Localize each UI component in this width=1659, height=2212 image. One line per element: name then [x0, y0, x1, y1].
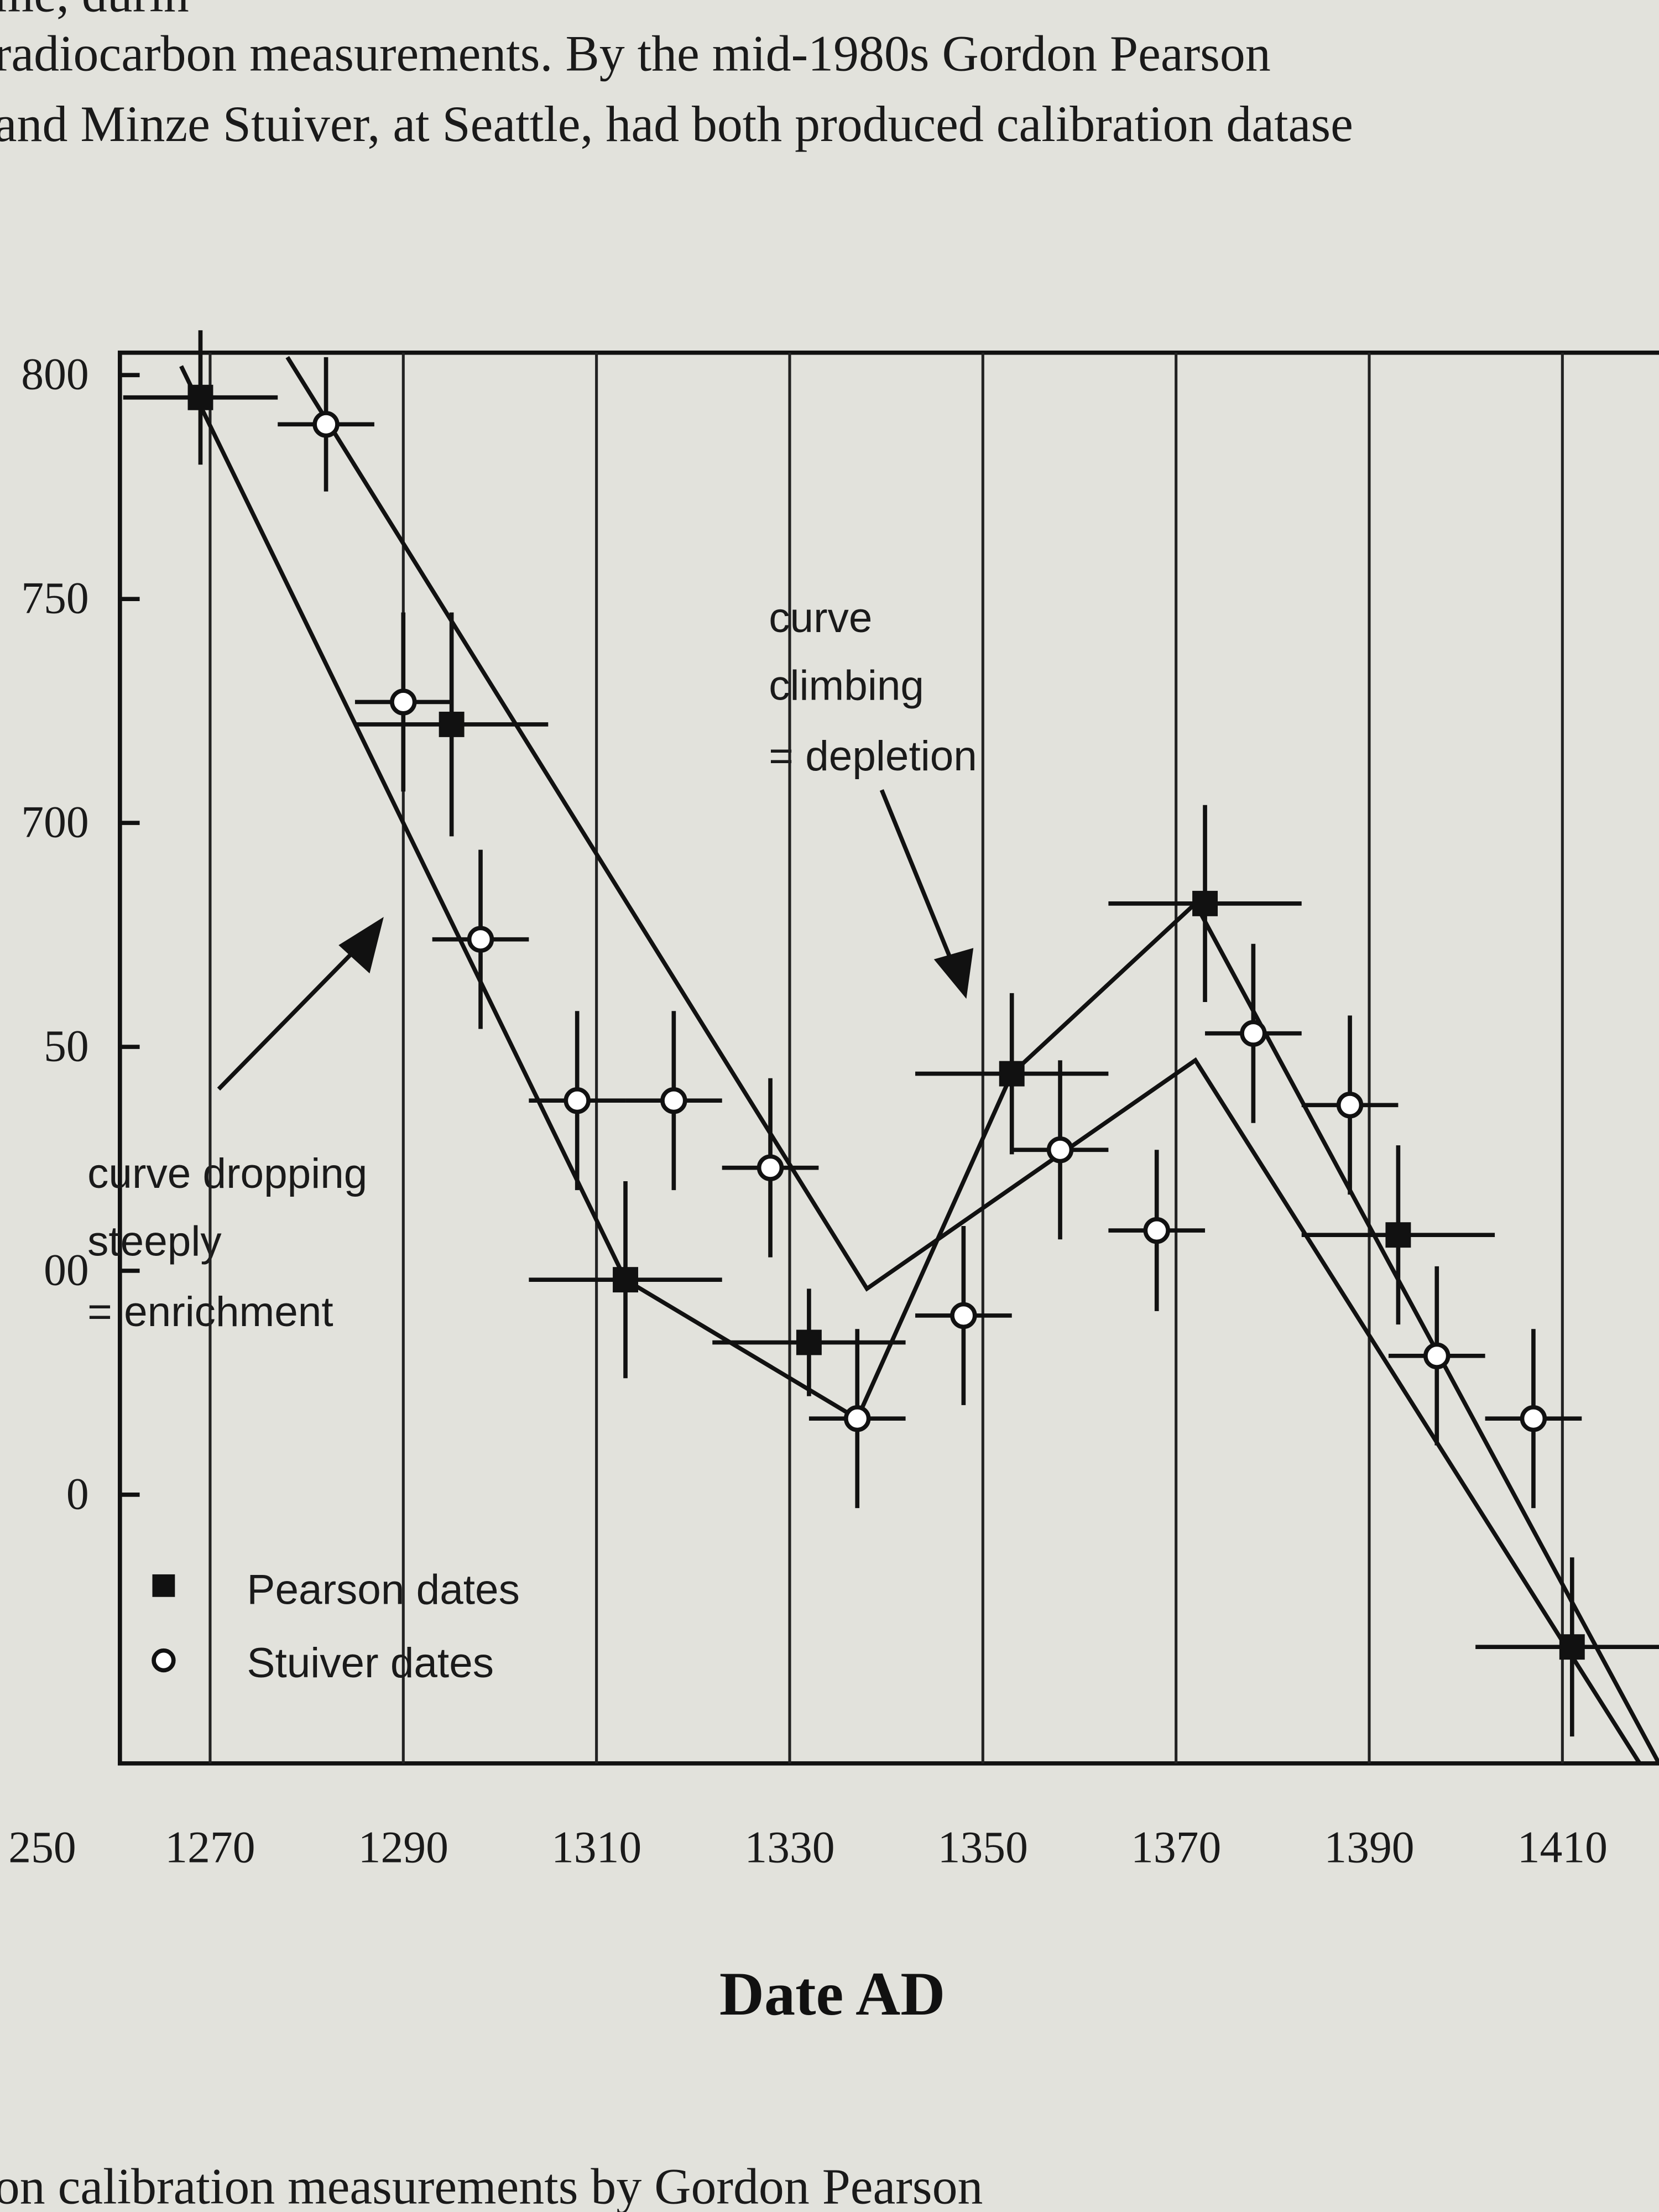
- calibration-curve: [179, 365, 1659, 1765]
- y-tick-label: 50: [44, 1021, 89, 1071]
- y-tick-label: 0: [66, 1468, 89, 1519]
- point: [1423, 1342, 1451, 1370]
- x-tick-label: 1410: [1517, 1822, 1608, 1872]
- y-tick-label: 700: [21, 797, 88, 847]
- legend-label: Pearson dates: [247, 1567, 519, 1614]
- point: [1336, 1092, 1364, 1119]
- y-tick-label: 800: [21, 349, 88, 399]
- x-tick-label: 1330: [744, 1822, 834, 1872]
- point: [757, 1154, 784, 1181]
- point: [564, 1087, 591, 1114]
- plot-frame: [118, 350, 1659, 1766]
- point: [439, 711, 465, 737]
- annotation-arrowhead: [338, 917, 384, 974]
- point: [1046, 1136, 1074, 1164]
- x-tick-label: 1350: [938, 1822, 1028, 1872]
- annotation: = depletion: [769, 733, 977, 780]
- x-tick-label: 1310: [551, 1822, 641, 1872]
- point: [660, 1087, 687, 1114]
- annotation: curve dropping: [87, 1150, 367, 1197]
- point: [1559, 1634, 1585, 1660]
- annotation-arrow: [217, 936, 368, 1091]
- x-tick-label: 1390: [1324, 1822, 1414, 1872]
- book-text-line: and Minze Stuiver, at Seattle, had both …: [0, 96, 1353, 152]
- y-tick-label: 750: [21, 573, 88, 623]
- y-tick-label: 00: [44, 1244, 89, 1295]
- point: [1240, 1020, 1267, 1047]
- point: [390, 688, 417, 716]
- legend-marker: [152, 1648, 176, 1673]
- annotation-arrowhead: [933, 948, 974, 999]
- x-tick-label: 1270: [165, 1822, 255, 1872]
- x-tick-label: 1290: [358, 1822, 448, 1872]
- annotation: curve: [769, 594, 872, 641]
- point: [312, 411, 340, 438]
- point: [844, 1405, 871, 1432]
- point: [999, 1061, 1025, 1087]
- annotation: climbing: [769, 662, 924, 709]
- point: [796, 1329, 822, 1355]
- point: [467, 926, 494, 953]
- x-axis-label: Date AD: [719, 1960, 945, 2028]
- legend-label: Stuiver dates: [247, 1640, 494, 1687]
- book-text-line: me, durin: [0, 0, 189, 22]
- point: [1520, 1405, 1547, 1432]
- point: [1192, 890, 1218, 916]
- annotation-arrow: [879, 789, 959, 974]
- x-tick-label: 1370: [1131, 1822, 1221, 1872]
- point: [1143, 1217, 1170, 1244]
- legend-marker: [152, 1574, 175, 1597]
- annotation: steeply: [87, 1218, 222, 1265]
- book-caption: on calibration measurements by Gordon Pe…: [0, 2158, 983, 2212]
- point: [187, 384, 213, 410]
- point: [1385, 1222, 1411, 1248]
- book-text-line: radiocarbon measurements. By the mid-198…: [0, 25, 1271, 82]
- calibration-curve: [285, 356, 1642, 1765]
- point: [613, 1267, 638, 1293]
- x-tick-label: 250: [8, 1822, 76, 1872]
- point: [950, 1302, 977, 1329]
